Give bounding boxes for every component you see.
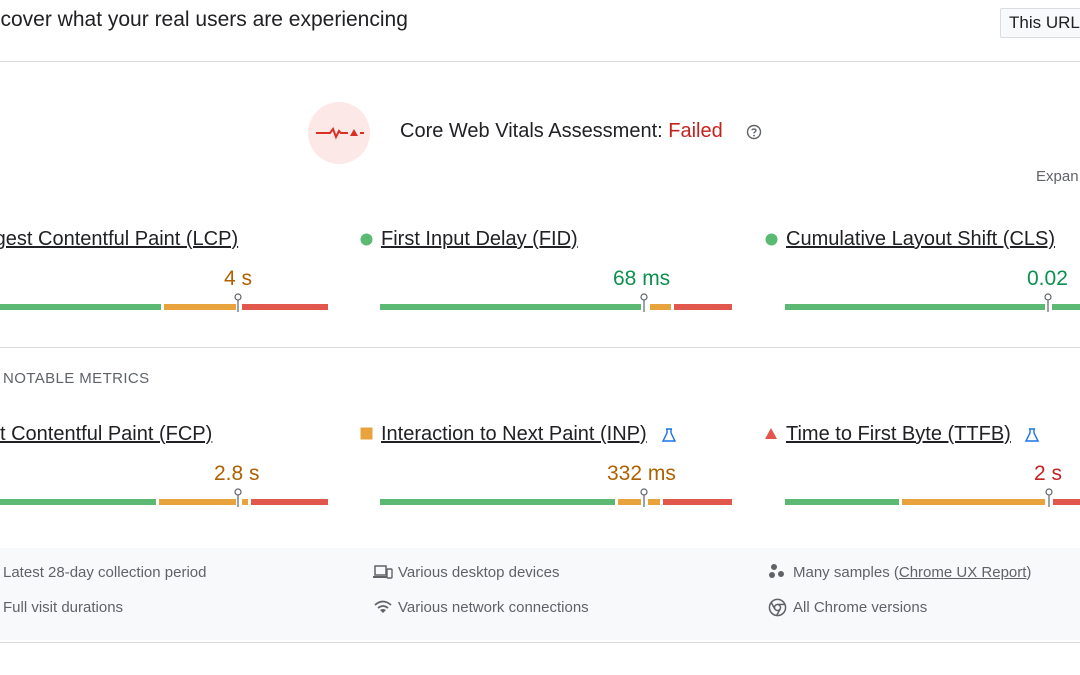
chrome-versions-text: All Chrome versions [793,599,928,616]
needs-improvement-status-icon [360,427,373,440]
samples-icon [769,564,784,578]
distribution-bar-fid [380,292,734,312]
bar-segment-good [1052,304,1080,310]
metric-title-lcp[interactable]: rgest Contentful Paint (LCP) [0,228,239,250]
good-status-icon [765,233,778,246]
assessment-heading: Core Web Vitals Assessment: Failed [400,120,723,143]
distribution-bar-inp [380,487,734,507]
value-marker-icon [1044,293,1052,312]
metric-title-fid[interactable]: First Input Delay (FID) [381,228,578,250]
bar-segment-good [0,499,156,505]
assessment-status: Failed [668,120,723,142]
bar-segment-good [785,499,899,505]
assessment-failed-icon [308,102,370,164]
bar-segment-needs-improvement [650,304,671,310]
distribution-bar-fcp [0,487,330,507]
bar-segment-needs-improvement [159,499,236,505]
value-marker-icon [640,293,648,312]
experimental-flask-icon [1024,428,1040,442]
devices-text: Various desktop devices [398,564,560,581]
value-marker-icon [234,293,242,312]
chrome-ux-report-link[interactable]: Chrome UX Report [898,564,1027,581]
collection-period-text: Latest 28-day collection period [3,564,207,581]
samples-prefix: Many samples ( [793,564,899,581]
metric-title-ttfb[interactable]: Time to First Byte (TTFB) [786,423,1011,445]
metric-value-lcp: 4 s [224,267,253,290]
bar-segment-poor [1053,499,1080,505]
wifi-icon [374,600,392,613]
samples-suffix: ) [1026,564,1032,581]
bar-segment-poor [251,499,328,505]
notable-metrics-label: NOTABLE METRICS [3,370,150,387]
network-text: Various network connections [398,599,589,616]
bar-segment-good [0,304,161,310]
metric-value-cls: 0.02 [1027,267,1068,290]
value-marker-icon [640,488,648,507]
good-status-icon [360,233,373,246]
experimental-flask-icon [661,428,677,442]
bottom-divider [0,642,1080,643]
bar-segment-needs-improvement [618,499,641,505]
metric-value-inp: 332 ms [607,462,676,485]
metric-title-fcp[interactable]: st Contentful Paint (FCP) [0,423,213,445]
distribution-bar-lcp [0,292,330,312]
bar-segment-good [380,499,615,505]
help-icon[interactable] [746,124,762,145]
metric-value-fid: 68 ms [613,267,671,290]
distribution-bar-ttfb [785,487,1080,507]
bar-segment-good [380,304,641,310]
metric-title-inp[interactable]: Interaction to Next Paint (INP) [381,423,647,445]
expand-view-link[interactable]: Expan [1036,168,1079,185]
bar-segment-needs-improvement [164,304,236,310]
bar-segment-good [785,304,1045,310]
distribution-bar-cls [785,292,1080,312]
assessment-label: Core Web Vitals Assessment: [400,120,669,142]
chrome-icon [768,598,787,617]
page-title: scover what your real users are experien… [0,8,408,31]
metric-title-cls[interactable]: Cumulative Layout Shift (CLS) [786,228,1056,250]
bar-segment-poor [663,499,732,505]
bar-segment-needs-improvement [648,499,660,505]
metric-value-fcp: 2.8 s [214,462,260,485]
header-divider [0,61,1080,62]
bar-segment-poor [242,304,328,310]
bar-segment-needs-improvement [242,499,248,505]
poor-status-icon [765,428,777,439]
bar-segment-needs-improvement [902,499,1045,505]
metric-value-ttfb: 2 s [1034,462,1063,485]
this-url-toggle[interactable]: This URL [1000,8,1080,38]
bar-segment-poor [674,304,732,310]
samples-text: Many samples (Chrome UX Report) [793,564,1031,581]
value-marker-icon [234,488,242,507]
collection-info-panel [0,548,1080,640]
desktop-devices-icon [373,565,393,579]
value-marker-icon [1045,488,1053,507]
section-divider [0,347,1080,348]
visit-durations-text: Full visit durations [3,599,124,616]
